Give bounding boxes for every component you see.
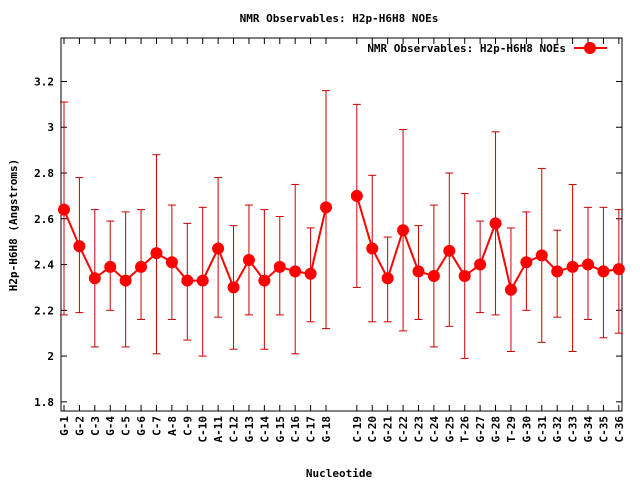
x-tick-label: G-2 [73, 416, 86, 436]
data-point [474, 258, 487, 271]
data-point [165, 256, 178, 269]
x-tick-label: C-22 [397, 416, 410, 443]
x-tick-label: G-6 [135, 416, 148, 436]
x-tick-label: T-29 [505, 416, 518, 443]
x-tick-label: C-12 [228, 416, 241, 443]
data-point [582, 258, 595, 271]
x-tick-label: G-28 [490, 416, 503, 443]
data-point [88, 272, 101, 285]
x-tick-label: G-15 [274, 416, 287, 443]
x-tick-label: G-21 [382, 416, 395, 443]
data-point [350, 189, 363, 202]
data-point [597, 265, 610, 278]
error-bars [60, 90, 623, 359]
x-tick-label: C-23 [412, 416, 425, 443]
x-tick-label: G-18 [320, 416, 333, 443]
data-point [320, 201, 333, 214]
legend-marker [584, 42, 596, 54]
x-tick-label: C-19 [351, 416, 364, 443]
data-points [58, 189, 625, 296]
data-point [258, 274, 271, 287]
chart-title: NMR Observables: H2p-H6H8 NOEs [240, 12, 439, 25]
y-tick-label: 2.2 [34, 304, 54, 317]
x-tick-label: T-26 [459, 416, 472, 443]
series-line [63, 195, 619, 293]
y-tick-label: 2.4 [34, 259, 54, 272]
x-tick-label: C-17 [305, 416, 318, 443]
data-point [212, 242, 225, 255]
plot-frame [60, 37, 623, 412]
x-tick-label: C-31 [536, 416, 549, 443]
x-tick-label: G-25 [443, 416, 456, 443]
data-point [273, 260, 286, 273]
x-tick-label: C-10 [197, 416, 210, 443]
x-tick-label: C-33 [567, 416, 580, 443]
y-tick-label: 3 [47, 121, 54, 134]
data-point [412, 265, 425, 278]
data-point [150, 247, 163, 260]
data-point [242, 253, 255, 266]
data-point [227, 281, 240, 294]
y-tick-label: 2 [47, 350, 54, 363]
data-point [458, 269, 471, 282]
x-tick-label: C-5 [120, 416, 133, 436]
axis-ticks: 1.822.22.42.62.833.2G-1 G-2 C-3 G-4 C-5 G-6 C-… [34, 38, 626, 443]
x-tick-label: C-24 [428, 416, 441, 443]
data-point [119, 274, 132, 287]
data-point [443, 244, 456, 257]
x-tick-label: C-9 [181, 416, 194, 436]
data-point [366, 242, 379, 255]
legend-label: NMR Observables: H2p-H6H8 NOEs [367, 42, 566, 55]
data-point [104, 260, 117, 273]
series-line-segment [355, 195, 619, 293]
x-tick-label: G-30 [520, 416, 533, 443]
x-tick-label: G-34 [582, 416, 595, 443]
data-point [73, 240, 86, 253]
x-axis-label: Nucleotide [306, 467, 373, 480]
x-tick-label: C-14 [258, 416, 271, 443]
x-tick-label: C-16 [289, 416, 302, 443]
y-tick-label: 2.6 [34, 213, 54, 226]
x-tick-label: C-20 [366, 416, 379, 443]
legend: NMR Observables: H2p-H6H8 NOEs [367, 42, 607, 55]
x-tick-label: G-4 [104, 416, 117, 436]
x-tick-label: A-11 [212, 416, 225, 443]
data-point [535, 249, 548, 262]
x-tick-label: C-35 [597, 416, 610, 443]
data-point [489, 217, 502, 230]
data-point [304, 267, 317, 280]
series-line-segment [63, 207, 327, 290]
x-tick-label: G-32 [551, 416, 564, 443]
y-tick-label: 2.8 [34, 167, 54, 180]
x-tick-label: C-7 [150, 416, 163, 436]
data-point [135, 260, 148, 273]
x-tick-label: C-36 [613, 416, 626, 443]
data-point [612, 263, 625, 276]
data-point [566, 260, 579, 273]
data-point [397, 224, 410, 237]
x-tick-label: A-8 [166, 416, 179, 436]
y-tick-label: 3.2 [34, 75, 54, 88]
x-tick-label: C-3 [89, 416, 102, 436]
data-point [181, 274, 194, 287]
x-tick-label: G-1 [58, 416, 71, 436]
data-point [196, 274, 209, 287]
data-point [504, 283, 517, 296]
data-point [427, 269, 440, 282]
x-tick-label: G-27 [474, 416, 487, 443]
data-point [289, 265, 302, 278]
y-tick-label: 1.8 [34, 396, 54, 409]
data-point [520, 256, 533, 269]
y-axis-label: H2p-H6H8 (Angstroms) [7, 159, 20, 291]
data-point [58, 203, 70, 216]
data-point [381, 272, 394, 285]
data-point [551, 265, 564, 278]
x-tick-label: G-13 [243, 416, 256, 443]
